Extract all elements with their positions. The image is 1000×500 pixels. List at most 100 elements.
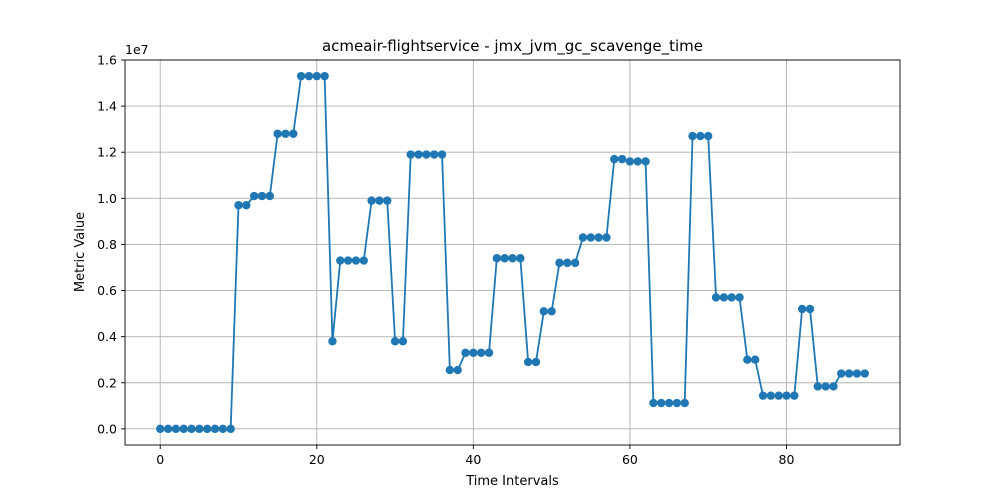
data-point	[563, 259, 571, 267]
data-point	[524, 358, 532, 366]
data-point	[454, 366, 462, 374]
y-axis-title: Metric Value	[73, 212, 88, 292]
data-point	[704, 132, 712, 140]
data-point	[774, 391, 782, 399]
data-point	[180, 425, 188, 433]
x-tick-label: 20	[309, 452, 325, 467]
data-point	[829, 382, 837, 390]
data-point	[610, 155, 618, 163]
data-point	[422, 150, 430, 158]
data-point	[657, 399, 665, 407]
data-point	[634, 157, 642, 165]
data-point	[555, 259, 563, 267]
data-point	[861, 369, 869, 377]
data-point	[367, 196, 375, 204]
data-point	[344, 256, 352, 264]
data-point	[493, 254, 501, 262]
data-point	[743, 356, 751, 364]
y-tick-label: 0.4	[97, 329, 117, 344]
data-point	[477, 349, 485, 357]
data-point	[414, 150, 422, 158]
x-tick-label: 40	[465, 452, 481, 467]
data-point	[720, 293, 728, 301]
y-tick-label: 1.0	[97, 191, 117, 206]
data-point	[320, 72, 328, 80]
data-point	[681, 399, 689, 407]
y-tick-label: 0.6	[97, 283, 117, 298]
data-point	[430, 150, 438, 158]
data-point	[234, 201, 242, 209]
data-point	[328, 337, 336, 345]
data-point	[305, 72, 313, 80]
data-point	[821, 382, 829, 390]
data-point	[469, 349, 477, 357]
data-point	[547, 307, 555, 315]
data-point	[759, 391, 767, 399]
data-point	[226, 425, 234, 433]
data-point	[618, 155, 626, 163]
data-point	[735, 293, 743, 301]
data-point	[273, 130, 281, 138]
data-point	[500, 254, 508, 262]
data-point	[187, 425, 195, 433]
data-point	[594, 233, 602, 241]
y-tick-label: 0.2	[97, 375, 117, 390]
data-point	[641, 157, 649, 165]
data-point	[790, 391, 798, 399]
data-point	[837, 369, 845, 377]
data-point	[352, 256, 360, 264]
data-point	[516, 254, 524, 262]
data-point	[313, 72, 321, 80]
data-point	[203, 425, 211, 433]
data-point	[266, 192, 274, 200]
data-point	[250, 192, 258, 200]
x-tick-label: 80	[779, 452, 795, 467]
data-point	[375, 196, 383, 204]
data-point	[485, 349, 493, 357]
data-point	[242, 201, 250, 209]
data-point	[195, 425, 203, 433]
data-point	[571, 259, 579, 267]
data-point	[164, 425, 172, 433]
data-point	[289, 130, 297, 138]
data-point	[696, 132, 704, 140]
data-point	[751, 356, 759, 364]
chart-title: acmeair-flightservice - jmx_jvm_gc_scave…	[322, 37, 703, 56]
x-tick-label: 0	[156, 452, 164, 467]
y-tick-label: 1.6	[97, 53, 117, 68]
data-point	[853, 369, 861, 377]
data-point	[587, 233, 595, 241]
y-tick-label: 1.2	[97, 145, 117, 160]
y-tick-label: 1.4	[97, 99, 117, 114]
data-point	[297, 72, 305, 80]
data-point	[814, 382, 822, 390]
data-point	[806, 305, 814, 313]
data-point	[391, 337, 399, 345]
data-point	[336, 256, 344, 264]
data-point	[399, 337, 407, 345]
x-tick-label: 60	[622, 452, 638, 467]
y-tick-label: 0.8	[97, 237, 117, 252]
data-point	[219, 425, 227, 433]
data-point	[845, 369, 853, 377]
data-point	[172, 425, 180, 433]
data-point	[407, 150, 415, 158]
data-point	[579, 233, 587, 241]
data-point	[602, 233, 610, 241]
data-point	[360, 256, 368, 264]
data-point	[727, 293, 735, 301]
data-point	[383, 196, 391, 204]
y-tick-label: 0.0	[97, 421, 117, 436]
data-point	[532, 358, 540, 366]
x-axis-title: Time Intervals	[465, 474, 559, 489]
data-point	[211, 425, 219, 433]
data-point	[649, 399, 657, 407]
data-point	[508, 254, 516, 262]
data-point	[665, 399, 673, 407]
y-scale-offset-label: 1e7	[125, 42, 149, 57]
data-point	[156, 425, 164, 433]
data-point	[767, 391, 775, 399]
data-point	[281, 130, 289, 138]
